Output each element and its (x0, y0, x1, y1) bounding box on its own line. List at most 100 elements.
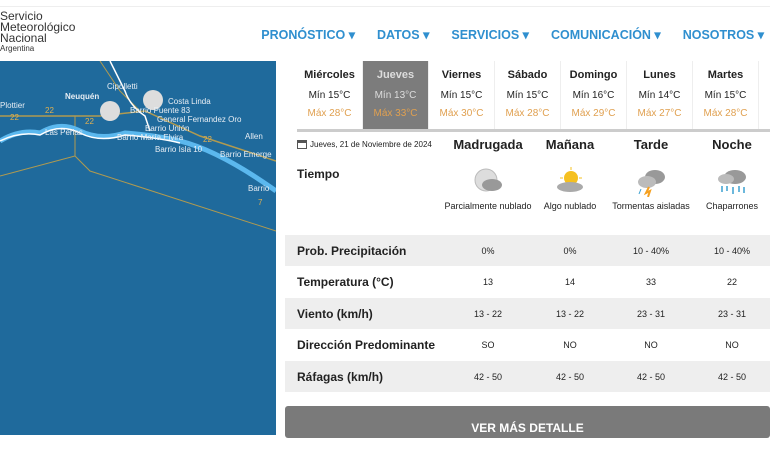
table-row: Viento (km/h) 13 - 22 13 - 22 23 - 31 23 - 3… (285, 298, 770, 329)
day-min: Mín 15°C (506, 90, 549, 101)
day-max: Máx 28°C (505, 108, 550, 119)
map-label: Neuquén (65, 92, 100, 101)
map-label: Cipolletti (107, 82, 138, 91)
date-text: Jueves, 21 de Noviembre de 2024 (310, 139, 432, 149)
day-name: Domingo (569, 69, 618, 81)
day-min: Mín 16°C (572, 90, 615, 101)
period-header: Mañana (545, 137, 595, 152)
weather-cell: Algo nublado (525, 167, 615, 212)
day-max: Máx 28°C (307, 108, 352, 119)
day-min: Mín 15°C (704, 90, 747, 101)
weather-map[interactable]: Neuquén Plottier Cipolletti Costa Linda … (0, 61, 276, 435)
day-tabs: Miércoles Mín 15°C Máx 28°C Jueves Mín 13°C M… (297, 61, 770, 132)
map-label: Allen (245, 132, 263, 141)
forecast-date: Jueves, 21 de Noviembre de 2024 (297, 139, 432, 149)
row-value: 22 (726, 277, 737, 287)
map-label: Barrio María Elvira (117, 133, 184, 142)
day-tab[interactable]: Sábado Mín 15°C Máx 28°C (495, 61, 561, 129)
day-max: Máx 29°C (571, 108, 616, 119)
route-label: 22 (203, 135, 212, 144)
day-name: Sábado (507, 69, 548, 81)
row-value: 42 - 50 (717, 371, 747, 382)
day-min: Mín 15°C (308, 90, 351, 101)
row-value: 0% (563, 245, 577, 256)
day-min: Mín 15°C (440, 90, 483, 101)
day-name: Martes (707, 69, 744, 81)
day-name: Lunes (643, 69, 676, 81)
logo-text: Servicio (0, 9, 43, 23)
day-min: Mín 14°C (638, 90, 681, 101)
nav-comunicacion[interactable]: COMUNICACIÓN ▾ (550, 28, 661, 42)
row-value: 23 - 31 (636, 308, 666, 319)
map-label: Barrio Isla 10 (155, 145, 203, 154)
nav-pronostico[interactable]: PRONÓSTICO ▾ (261, 28, 356, 42)
row-value: 23 - 31 (717, 308, 747, 319)
row-value: 13 (482, 277, 493, 287)
row-value: 10 - 40% (713, 245, 751, 256)
map-label: Plottier (0, 101, 25, 110)
calendar-icon (297, 140, 307, 149)
day-tab[interactable]: Miércoles Mín 15°C Máx 28°C (297, 61, 363, 129)
row-value: NO (563, 340, 577, 350)
day-tab[interactable]: Lunes Mín 14°C Máx 27°C (627, 61, 693, 129)
day-max: Máx 30°C (439, 108, 484, 119)
day-name: Viernes (441, 69, 482, 81)
weather-cell: Parcialmente nublado (443, 167, 533, 212)
row-value: 42 - 50 (473, 371, 503, 382)
route-label: 22 (85, 117, 94, 126)
logo-text: Nacional (0, 31, 47, 45)
map-label: Barrio (248, 184, 270, 193)
route-label: 7 (258, 198, 263, 207)
site-header: Servicio Meteorológico Nacional Argentin… (0, 6, 770, 60)
logo[interactable]: Servicio Meteorológico Nacional Argentin… (0, 9, 76, 53)
route-label: 22 (45, 106, 54, 115)
row-value: 13 - 22 (473, 308, 503, 319)
logo-subtext: Argentina (0, 44, 35, 53)
partly-cloudy-night-icon (474, 168, 502, 192)
ver-mas-detalle-button[interactable]: VER MÁS DETALLE (285, 406, 770, 438)
map-label: General Fernandez Oro (157, 115, 242, 124)
row-value: 42 - 50 (636, 371, 666, 382)
row-label: Temperatura (°C) (297, 275, 394, 289)
row-value: NO (725, 340, 739, 350)
day-tab[interactable]: Domingo Mín 16°C Máx 29°C (561, 61, 627, 129)
tiempo-label: Tiempo (297, 167, 340, 181)
map-label: Costa Linda (168, 97, 211, 106)
sun-cloud-icon (557, 167, 583, 192)
nav-servicios[interactable]: SERVICIOS ▾ (451, 28, 529, 42)
period-header: Tarde (633, 137, 669, 152)
period-header: Noche (712, 137, 752, 152)
table-row: Prob. Precipitación 0% 0% 10 - 40% 10 - 40% (285, 235, 770, 266)
map-label: Barrio Unión (145, 124, 190, 133)
row-label: Dirección Predominante (297, 338, 436, 352)
logo-text: Meteorológico (0, 20, 76, 34)
thunderstorm-icon (638, 170, 665, 197)
row-value: SO (481, 340, 495, 350)
row-value: 13 - 22 (555, 308, 585, 319)
weather-text: Parcialmente nublado (444, 201, 532, 211)
row-value: 33 (645, 277, 656, 287)
map-label: Barrio Emerge (220, 150, 272, 159)
nav-nosotros[interactable]: NOSOTROS ▾ (682, 28, 764, 42)
day-max: Máx 27°C (637, 108, 682, 119)
map-roads-rivers (0, 61, 276, 232)
period-header: Madrugada (453, 137, 523, 152)
day-max: Máx 33°C (373, 108, 418, 119)
nav-datos[interactable]: DATOS ▾ (377, 28, 430, 42)
showers-icon (718, 170, 746, 194)
row-label: Viento (km/h) (297, 306, 373, 321)
route-label: 22 (10, 113, 19, 122)
day-tab[interactable]: Martes Mín 15°C Máx 28°C (693, 61, 759, 129)
day-name: Jueves (376, 69, 415, 81)
row-label: Prob. Precipitación (297, 243, 407, 258)
row-value: NO (644, 340, 658, 350)
weather-cell: Chaparrones (687, 167, 770, 212)
day-tab[interactable]: Jueves Mín 13°C Máx 33°C (363, 61, 429, 129)
row-value: 10 - 40% (632, 245, 670, 256)
main-nav: PRONÓSTICO ▾ DATOS ▾ SERVICIOS ▾ COMUNIC… (261, 27, 770, 42)
weather-text: Tormentas aisladas (612, 201, 690, 211)
day-tab[interactable]: Viernes Mín 15°C Máx 30°C (429, 61, 495, 129)
map-label: Barrio Puente 83 (130, 106, 191, 115)
weather-cell: Tormentas aisladas (606, 167, 696, 212)
day-min: Mín 13°C (374, 90, 417, 101)
